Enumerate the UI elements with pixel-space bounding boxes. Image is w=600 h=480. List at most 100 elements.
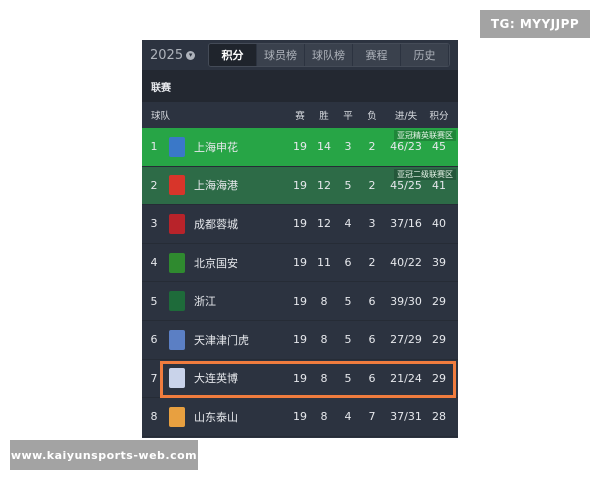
table-row[interactable]: 6 天津津门虎 19 8 5 6 27/29 29 xyxy=(142,321,458,360)
cell-lost: 6 xyxy=(368,333,376,347)
cell-name: 上海海港 xyxy=(194,179,238,193)
cell-goals: 37/31 xyxy=(390,410,422,424)
cell-rank: 8 xyxy=(150,410,158,424)
cell-lost: 6 xyxy=(368,294,376,308)
cell-points: 45 xyxy=(432,140,446,154)
season-label: 2025 xyxy=(150,47,184,63)
col-won: 胜 xyxy=(319,111,329,122)
col-team: 球队 xyxy=(151,111,171,122)
cell-won: 8 xyxy=(320,371,328,385)
season-selector[interactable]: 2025 ▾ xyxy=(150,48,208,63)
cell-points: 28 xyxy=(432,410,446,424)
cell-drawn: 4 xyxy=(344,410,352,424)
cell-played: 19 xyxy=(293,217,307,231)
tab-bar: 积分 球员榜 球队榜 赛程 历史 xyxy=(208,43,450,67)
tab-schedule[interactable]: 赛程 xyxy=(353,44,401,66)
table-header: 球队 赛 胜 平 负 进/失 积分 xyxy=(142,102,458,128)
col-played: 赛 xyxy=(295,111,305,122)
zone-badge: 亚冠二级联赛区 xyxy=(394,168,456,180)
team-logo-icon xyxy=(169,136,185,157)
team-logo-icon xyxy=(169,406,185,427)
cell-name: 上海申花 xyxy=(194,140,238,154)
col-points: 积分 xyxy=(429,111,449,122)
cell-lost: 3 xyxy=(368,217,376,231)
cell-name: 天津津门虎 xyxy=(194,333,249,347)
table-row[interactable]: 5 浙江 19 8 5 6 39/30 29 xyxy=(142,282,458,321)
cell-won: 12 xyxy=(317,217,331,231)
cell-goals: 45/25 xyxy=(390,178,422,192)
cell-rank: 1 xyxy=(150,140,158,154)
cell-drawn: 3 xyxy=(344,140,352,154)
team-logo-icon xyxy=(169,175,185,196)
cell-rank: 4 xyxy=(150,256,158,270)
cell-played: 19 xyxy=(293,371,307,385)
cell-points: 29 xyxy=(432,371,446,385)
cell-rank: 7 xyxy=(150,371,158,385)
cell-rank: 5 xyxy=(150,294,158,308)
tab-team-rank[interactable]: 球队榜 xyxy=(305,44,353,66)
cell-played: 19 xyxy=(293,140,307,154)
team-logo-icon xyxy=(169,252,185,273)
standings-panel: 2025 ▾ 积分 球员榜 球队榜 赛程 历史 联赛 球队 赛 胜 平 负 进/失… xyxy=(142,40,458,438)
cell-goals: 27/29 xyxy=(390,333,422,347)
cell-lost: 2 xyxy=(368,256,376,270)
cell-drawn: 4 xyxy=(344,217,352,231)
team-logo-icon xyxy=(169,291,185,312)
col-goals: 进/失 xyxy=(394,111,418,122)
tab-standings[interactable]: 积分 xyxy=(209,44,257,66)
cell-points: 41 xyxy=(432,178,446,192)
tab-player-rank[interactable]: 球员榜 xyxy=(257,44,305,66)
cell-goals: 46/23 xyxy=(390,140,422,154)
cell-goals: 21/24 xyxy=(390,371,422,385)
cell-goals: 37/16 xyxy=(390,217,422,231)
cell-played: 19 xyxy=(293,256,307,270)
cell-drawn: 5 xyxy=(344,178,352,192)
cell-rank: 3 xyxy=(150,217,158,231)
watermark-bottom: www.kaiyunsports-web.com xyxy=(10,440,198,470)
table-row[interactable]: 亚冠二级联赛区 2 上海海港 19 12 5 2 45/25 41 xyxy=(142,166,458,206)
cell-won: 8 xyxy=(320,333,328,347)
cell-name: 北京国安 xyxy=(194,256,238,270)
chevron-down-icon: ▾ xyxy=(186,50,196,60)
cell-goals: 40/22 xyxy=(390,256,422,270)
cell-points: 40 xyxy=(432,217,446,231)
cell-drawn: 5 xyxy=(344,333,352,347)
cell-played: 19 xyxy=(293,294,307,308)
cell-won: 8 xyxy=(320,294,328,308)
cell-name: 山东泰山 xyxy=(194,410,238,424)
table-row[interactable]: 8 山东泰山 19 8 4 7 37/31 28 xyxy=(142,398,458,437)
top-bar: 2025 ▾ 积分 球员榜 球队榜 赛程 历史 xyxy=(142,40,458,70)
cell-points: 39 xyxy=(432,256,446,270)
team-logo-icon xyxy=(169,368,185,389)
cell-goals: 39/30 xyxy=(390,294,422,308)
team-logo-icon xyxy=(169,329,185,350)
table-row[interactable]: 亚冠精英联赛区 1 上海申花 19 14 3 2 46/23 45 xyxy=(142,128,458,167)
cell-lost: 2 xyxy=(368,178,376,192)
tab-history[interactable]: 历史 xyxy=(401,44,449,66)
cell-drawn: 5 xyxy=(344,294,352,308)
watermark-top: TG: MYYJJPP xyxy=(480,10,590,38)
cell-won: 12 xyxy=(317,178,331,192)
cell-lost: 7 xyxy=(368,410,376,424)
cell-won: 14 xyxy=(317,140,331,154)
table-row[interactable]: 3 成都蓉城 19 12 4 3 37/16 40 xyxy=(142,205,458,244)
cell-rank: 2 xyxy=(150,178,158,192)
cell-name: 成都蓉城 xyxy=(194,217,238,231)
cell-won: 11 xyxy=(317,256,331,270)
cell-name: 浙江 xyxy=(194,295,216,309)
cell-drawn: 6 xyxy=(344,256,352,270)
cell-played: 19 xyxy=(293,410,307,424)
cell-points: 29 xyxy=(432,333,446,347)
cell-drawn: 5 xyxy=(344,371,352,385)
table-row[interactable]: 4 北京国安 19 11 6 2 40/22 39 xyxy=(142,244,458,283)
col-lost: 负 xyxy=(367,111,377,122)
section-title: 联赛 xyxy=(142,70,458,102)
col-drawn: 平 xyxy=(343,111,353,122)
cell-lost: 2 xyxy=(368,140,376,154)
zone-badge: 亚冠精英联赛区 xyxy=(394,130,456,141)
cell-rank: 6 xyxy=(150,333,158,347)
cell-won: 8 xyxy=(320,410,328,424)
cell-name: 大连英博 xyxy=(194,372,238,386)
table-row[interactable]: 7 大连英博 19 8 5 6 21/24 29 xyxy=(142,360,458,399)
team-logo-icon xyxy=(169,213,185,234)
